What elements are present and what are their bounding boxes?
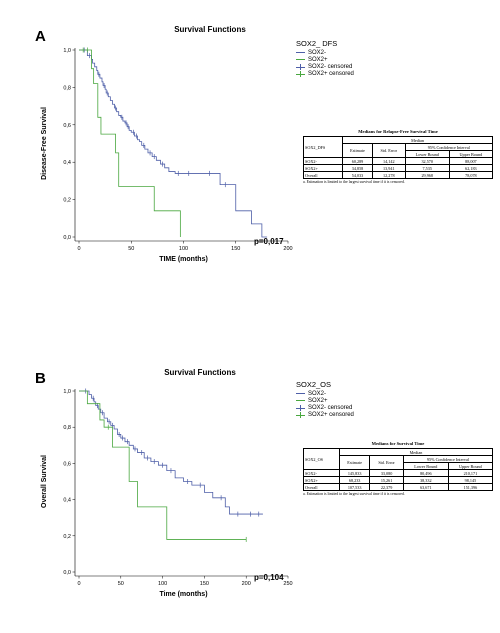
x-tick-label: 100 (179, 246, 188, 252)
survival-curve-sox2-pos (79, 390, 247, 540)
x-tick-label: 100 (158, 581, 167, 587)
legend-item-sox2-pos-censored: SOX2+ censored (296, 70, 354, 77)
x-tick-label: 200 (283, 246, 292, 252)
y-tick-label: 0,8 (63, 85, 71, 91)
legend-item-sox2-pos: SOX2+ (296, 56, 354, 63)
table-row: Overall 107,533 22,379 63,671 151,396 (303, 483, 494, 491)
p-value: p=0,104 (254, 573, 284, 582)
y-axis-label: Overall Survival (41, 455, 48, 508)
x-axis-label: TIME (months) (159, 256, 208, 263)
y-tick-label: 0,6 (63, 123, 71, 129)
y-tick-label: 1,0 (63, 389, 71, 395)
panel-b-letter: B (35, 370, 46, 387)
survival-curve-sox2-neg (79, 390, 263, 515)
legend-title: SOX2_OS (296, 380, 332, 389)
legend-item-sox2-neg: SOX2- (296, 49, 354, 56)
panel-a-legend: SOX2_ DFS SOX2- SOX2+ SOX2- censored SOX… (296, 39, 354, 77)
x-tick-label: 200 (242, 581, 251, 587)
legend-item-sox2-pos-censored: SOX2+ censored (296, 411, 354, 418)
y-tick-label: 0,2 (63, 198, 71, 204)
y-tick-label: 0,4 (63, 160, 71, 166)
x-tick-label: 0 (77, 246, 80, 252)
x-tick-label: 50 (128, 246, 134, 252)
y-tick-label: 0,2 (63, 534, 71, 540)
y-tick-label: 0,4 (63, 498, 71, 504)
panel-a-stats-table: Medians for Relapse-Free Survival Time S… (302, 129, 494, 184)
x-tick-label: 150 (200, 581, 209, 587)
x-tick-label: 0 (77, 581, 80, 587)
table-row: Overall 54,033 12,278 29,968 78,078 (302, 171, 494, 179)
x-tick-label: 150 (231, 246, 240, 252)
survival-curve-sox2-pos (79, 49, 181, 237)
panel-a-letter: A (35, 28, 46, 45)
x-tick-label: 250 (283, 581, 292, 587)
panel-b-title: Survival Functions (164, 368, 236, 377)
y-tick-label: 0,8 (63, 425, 71, 431)
legend-item-sox2-neg: SOX2- (296, 390, 354, 397)
y-tick-label: 0,0 (63, 235, 71, 241)
y-tick-label: 0,6 (63, 461, 71, 467)
table-row: SOX2+ 68,233 15,261 38,332 98,145 (303, 476, 494, 484)
panel-b-stats-table: Medians for Survival Time SOX2_OS Median … (303, 441, 494, 496)
table-row: SOX2- 60,289 14,142 32,570 88,007 (302, 157, 494, 165)
p-value: p=0,017 (254, 237, 284, 246)
legend-item-sox2-neg-censored: SOX2- censored (296, 63, 354, 70)
y-axis-label: Disease-Free Survival (41, 107, 48, 180)
legend-item-sox2-neg-censored: SOX2- censored (296, 404, 354, 411)
survival-curve-sox2-neg (79, 49, 268, 238)
panel-b-legend: SOX2_OS SOX2- SOX2+ SOX2- censored SOX2+… (296, 380, 354, 418)
x-axis-label: Time (months) (159, 591, 207, 598)
x-tick-label: 50 (118, 581, 124, 587)
y-tick-label: 0,0 (63, 570, 71, 576)
y-tick-label: 1,0 (63, 48, 71, 54)
panel-a-title: Survival Functions (174, 25, 246, 34)
legend-item-sox2-pos: SOX2+ (296, 397, 354, 404)
table-row: SOX2- 145,833 33,080 80,496 210,171 (303, 469, 494, 477)
legend-title: SOX2_ DFS (296, 39, 338, 48)
